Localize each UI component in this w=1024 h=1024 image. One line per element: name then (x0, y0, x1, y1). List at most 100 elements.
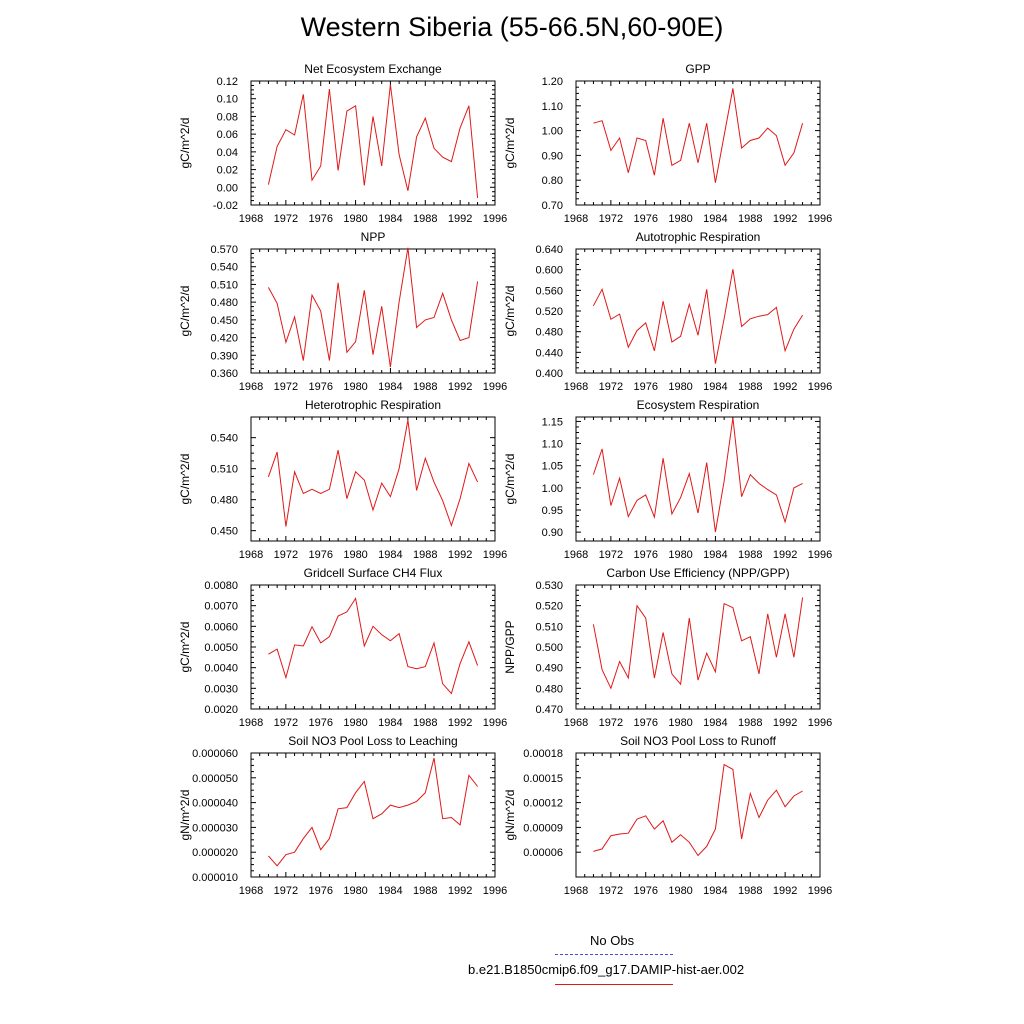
y-tick-label: 0.000050 (192, 773, 238, 785)
x-tick-label: 1972 (599, 213, 623, 225)
x-tick-label: 1996 (808, 885, 832, 897)
page-title: Western Siberia (55-66.5N,60-90E) (300, 12, 724, 42)
x-tick-label: 1996 (808, 213, 832, 225)
plot-frame (575, 752, 821, 878)
chart-panel: 1968 1972 1976 1980 1984 1988 1992 1996 0.360 0.3… (178, 230, 507, 393)
x-tick-label: 1984 (703, 381, 727, 393)
series-line (592, 597, 804, 690)
x-tick-label: 1968 (239, 717, 263, 729)
x-tick-label: 1968 (239, 549, 263, 561)
chart-panel: 1968 1972 1976 1980 1984 1988 1992 1996 0.470 0.4… (503, 566, 832, 729)
y-tick-label: 0.0040 (204, 663, 238, 675)
y-tick-label: 1.05 (542, 461, 563, 473)
x-tick-label: 1996 (808, 717, 832, 729)
y-tick-label: 1.00 (542, 126, 563, 138)
y-tick-label: 0.00006 (523, 847, 563, 859)
chart-title: Carbon Use Efficiency (NPP/GPP) (606, 566, 789, 580)
x-tick-label: 1976 (633, 213, 657, 225)
x-tick-label: 1984 (703, 717, 727, 729)
y-tick-label: 0.000060 (192, 748, 238, 760)
y-axis-label: gC/m^2/d (503, 118, 517, 169)
y-tick-label: 0.000010 (192, 872, 238, 884)
plot-frame (250, 584, 496, 710)
plot-frame (250, 80, 496, 206)
x-tick-label: 1988 (413, 213, 437, 225)
y-tick-label: 0.00012 (523, 798, 563, 810)
x-tick-label: 1968 (564, 549, 588, 561)
y-axis-label: gN/m^2/d (178, 790, 192, 841)
x-tick-label: 1996 (483, 213, 507, 225)
legend-obs-label: No Obs (590, 933, 635, 948)
x-tick-label: 1996 (483, 717, 507, 729)
x-tick-label: 1968 (239, 885, 263, 897)
x-tick-label: 1988 (738, 213, 762, 225)
x-tick-label: 1992 (448, 213, 472, 225)
y-tick-label: 0.540 (210, 433, 238, 445)
y-axis-label: NPP/GPP (503, 620, 517, 673)
y-tick-label: 0.0020 (204, 704, 238, 716)
y-tick-label: 0.420 (210, 333, 238, 345)
y-tick-label: 0.70 (542, 200, 563, 212)
x-tick-label: 1988 (413, 717, 437, 729)
series-line (267, 84, 479, 198)
x-tick-label: 1980 (668, 213, 692, 225)
y-tick-label: 1.15 (542, 416, 563, 428)
x-tick-label: 1992 (448, 717, 472, 729)
x-tick-label: 1976 (308, 885, 332, 897)
chart-panel: 1968 1972 1976 1980 1984 1988 1992 1996 0.400 0.4… (503, 230, 832, 393)
y-tick-label: 1.10 (542, 439, 563, 451)
x-tick-label: 1996 (808, 549, 832, 561)
x-tick-label: 1980 (668, 549, 692, 561)
y-tick-label: 0.540 (210, 262, 238, 274)
x-tick-label: 1972 (599, 717, 623, 729)
x-tick-label: 1980 (343, 549, 367, 561)
y-tick-label: 0.480 (535, 327, 563, 339)
y-tick-label: 0.440 (535, 347, 563, 359)
y-tick-label: 0.95 (542, 505, 563, 517)
y-tick-label: 0.90 (542, 150, 563, 162)
x-tick-label: 1972 (274, 213, 298, 225)
y-tick-label: 0.0080 (204, 580, 238, 592)
x-tick-label: 1984 (703, 885, 727, 897)
y-tick-label: 0.480 (210, 495, 238, 507)
x-tick-label: 1984 (378, 213, 402, 225)
plot-frame (250, 752, 496, 878)
x-tick-label: 1976 (308, 717, 332, 729)
x-tick-label: 1968 (564, 717, 588, 729)
series-line (267, 420, 479, 528)
y-tick-label: 0.00 (217, 182, 238, 194)
y-tick-label: 0.500 (535, 642, 563, 654)
y-tick-label: 1.10 (542, 101, 563, 113)
y-tick-label: 0.400 (535, 368, 563, 380)
y-tick-label: 0.04 (217, 147, 238, 159)
x-tick-label: 1996 (483, 885, 507, 897)
y-axis-label: gC/m^2/d (503, 454, 517, 505)
y-tick-label: 0.480 (535, 683, 563, 695)
y-axis-label: gC/m^2/d (503, 286, 517, 337)
chart-title: Net Ecosystem Exchange (304, 62, 442, 76)
x-tick-label: 1988 (413, 549, 437, 561)
y-tick-label: 0.00015 (523, 773, 563, 785)
x-tick-label: 1976 (308, 213, 332, 225)
x-tick-label: 1984 (378, 549, 402, 561)
chart-panel: 1968 1972 1976 1980 1984 1988 1992 1996 0.0020 0.… (178, 566, 507, 729)
x-tick-label: 1980 (343, 213, 367, 225)
y-tick-label: 0.0070 (204, 601, 238, 613)
y-tick-label: 0.360 (210, 368, 238, 380)
x-tick-label: 1976 (633, 549, 657, 561)
x-tick-label: 1988 (738, 549, 762, 561)
x-tick-label: 1980 (668, 885, 692, 897)
plot-frame (575, 584, 821, 710)
y-axis-label: gC/m^2/d (178, 622, 192, 673)
series-line (268, 757, 478, 867)
x-tick-label: 1972 (274, 885, 298, 897)
series-line (592, 417, 803, 533)
x-tick-label: 1980 (343, 381, 367, 393)
x-tick-label: 1976 (308, 549, 332, 561)
y-axis-label: gN/m^2/d (503, 790, 517, 841)
y-tick-label: 0.02 (217, 165, 238, 177)
y-tick-label: 0.000040 (192, 798, 238, 810)
x-tick-label: 1988 (738, 717, 762, 729)
y-tick-label: 0.450 (210, 315, 238, 327)
y-tick-label: 0.520 (535, 601, 563, 613)
